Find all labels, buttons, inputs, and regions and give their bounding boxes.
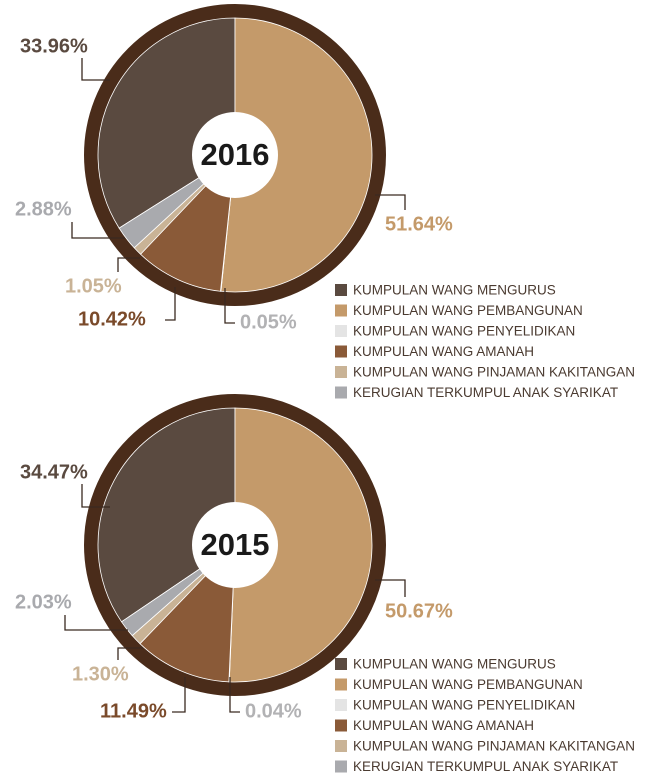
legend-swatch (335, 740, 347, 752)
legend-label: KUMPULAN WANG MENGURUS (353, 657, 556, 672)
legend-label: KUMPULAN WANG PENYELIDIKAN (353, 698, 575, 713)
legend-swatch (335, 366, 347, 378)
value-label: 2.88% (15, 198, 72, 220)
legend-swatch (335, 699, 347, 711)
legend-swatch (335, 658, 347, 670)
center-hole (192, 502, 278, 588)
value-label: 0.05% (240, 311, 297, 333)
legend-swatch (335, 386, 347, 399)
leader-line (81, 58, 110, 81)
leader-line (81, 484, 110, 508)
value-label: 11.49% (100, 700, 167, 722)
legend-label: KUMPULAN WANG AMANAH (353, 344, 534, 359)
outer-ring (84, 4, 386, 306)
leader-line (117, 257, 140, 272)
value-label: 34.47% (20, 461, 88, 483)
center-title: 2016 (201, 137, 270, 172)
value-label: 1.05% (65, 275, 122, 297)
legend-swatch (335, 760, 347, 773)
legend-swatch (335, 345, 347, 358)
legend-label: KUMPULAN WANG PINJAMAN KAKITANGAN (353, 739, 635, 754)
value-label: 1.30% (72, 663, 129, 685)
legend-label: KUMPULAN WANG AMANAH (353, 718, 534, 733)
legend-swatch (335, 678, 347, 691)
value-label: 0.04% (245, 700, 302, 722)
legend-swatch (335, 304, 347, 317)
value-label: 50.67% (385, 600, 453, 622)
value-label: 33.96% (20, 35, 88, 57)
leader-line (64, 615, 128, 631)
legend-label: KERUGIAN TERKUMPUL ANAK SYARIKAT (353, 385, 618, 400)
leader-line (229, 677, 240, 713)
legend-swatch (335, 719, 347, 732)
legend-label: KUMPULAN WANG PEMBANGUNAN (353, 677, 583, 692)
leader-line (375, 194, 406, 210)
leader-line (375, 579, 406, 597)
center-title: 2015 (201, 527, 270, 562)
legend-swatch (335, 325, 347, 337)
outer-ring (84, 394, 386, 696)
legend-label: KERUGIAN TERKUMPUL ANAK SYARIKAT (353, 759, 618, 773)
legend-label: KUMPULAN WANG PEMBANGUNAN (353, 303, 583, 318)
pie-slice (220, 17, 373, 293)
legend-label: KUMPULAN WANG MENGURUS (353, 283, 556, 298)
leader-line (117, 647, 143, 660)
legend-swatch (335, 284, 347, 296)
value-label: 2.03% (15, 591, 72, 613)
leader-line (172, 677, 186, 713)
value-label: 10.42% (78, 308, 146, 330)
pie-slice (97, 407, 236, 623)
leader-line (165, 287, 176, 321)
leader-line (71, 222, 125, 239)
center-hole (192, 112, 278, 198)
legend-label: KUMPULAN WANG PENYELIDIKAN (353, 324, 575, 339)
pie-slice (228, 407, 373, 683)
value-label: 51.64% (385, 213, 453, 235)
leader-line (224, 288, 235, 324)
legend-label: KUMPULAN WANG PINJAMAN KAKITANGAN (353, 365, 635, 380)
